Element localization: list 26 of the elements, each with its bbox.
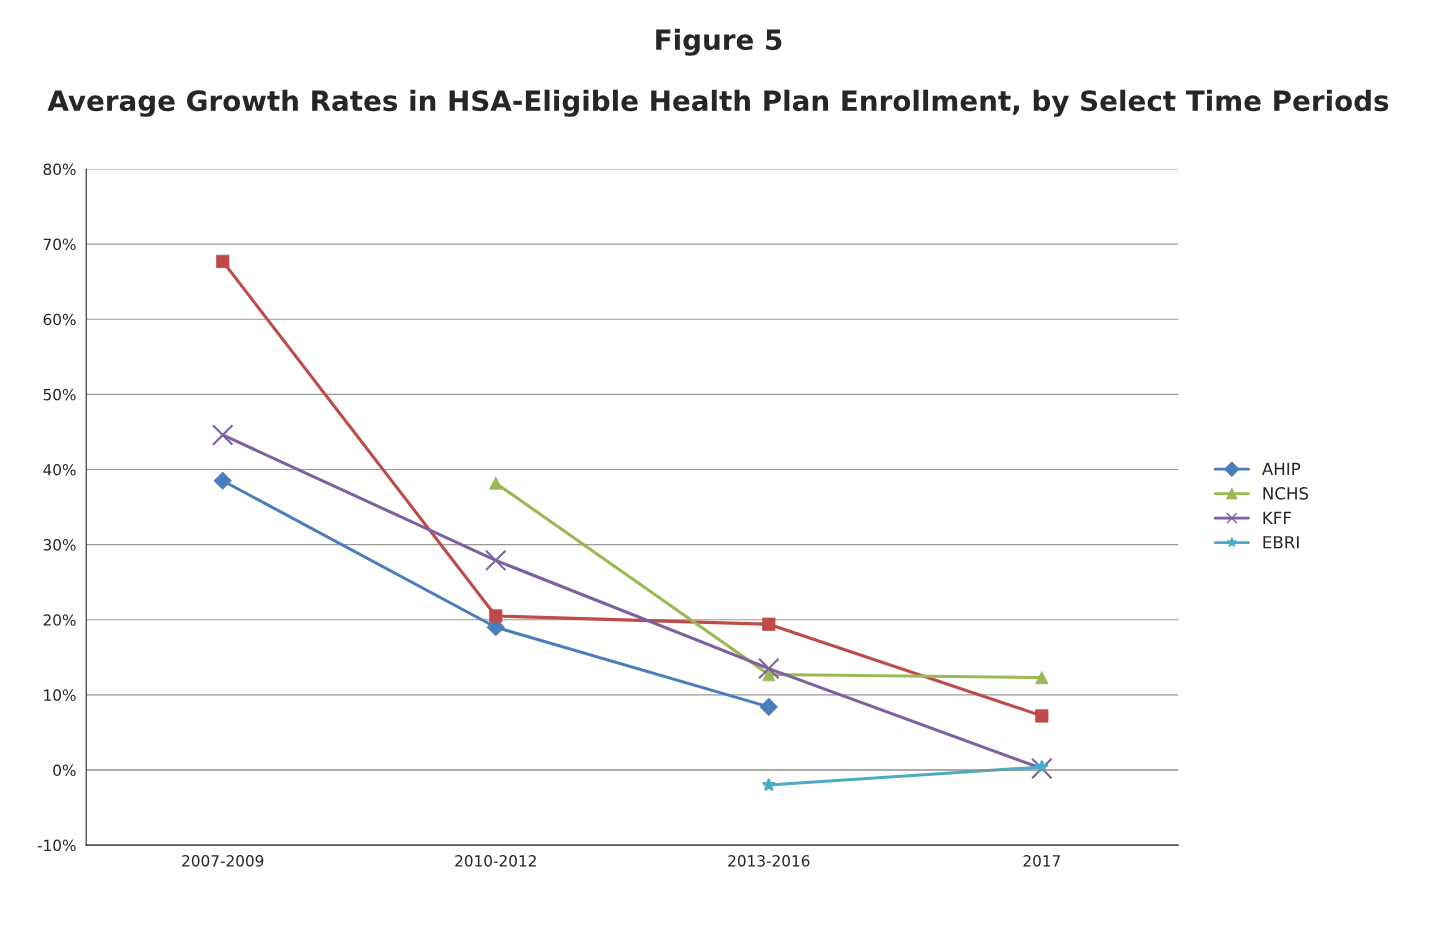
- point: [211, 424, 234, 446]
- y-tick-label: 70%: [43, 238, 76, 251]
- chart-subtitle: Average Growth Rates in HSA-Eligible Health Plan Enrollment, by Select Time Periods: [47, 89, 1389, 117]
- y-tick-label: 80%: [43, 163, 76, 176]
- point: [216, 254, 230, 269]
- y-tick-label: -10%: [37, 839, 76, 852]
- y-tick-label: 60%: [43, 313, 76, 326]
- y-tick-label: 10%: [44, 689, 76, 701]
- y-tick-label: 20%: [43, 614, 76, 626]
- point: [761, 777, 776, 792]
- x-tick-label: 2010-2012: [455, 855, 536, 867]
- point: [758, 657, 780, 680]
- x-tick-label: 2007-2009: [182, 855, 264, 867]
- point: [1031, 757, 1053, 780]
- chart-title: Figure 5: [656, 28, 782, 56]
- legend-label: AHIP: [1261, 462, 1301, 475]
- legend-label: NCHS: [1263, 487, 1309, 500]
- point: [485, 549, 507, 572]
- x-tick-label: 2013-2016: [728, 855, 810, 867]
- legend-label: EBRI: [1263, 536, 1299, 549]
- y-tick-label: 0%: [53, 764, 76, 776]
- y-tick-label: 50%: [43, 388, 76, 401]
- x-tick-label: 2017: [1023, 855, 1060, 867]
- y-tick-label: 40%: [43, 463, 76, 476]
- legend-label: KFF: [1263, 511, 1291, 524]
- y-tick-label: 30%: [43, 539, 76, 551]
